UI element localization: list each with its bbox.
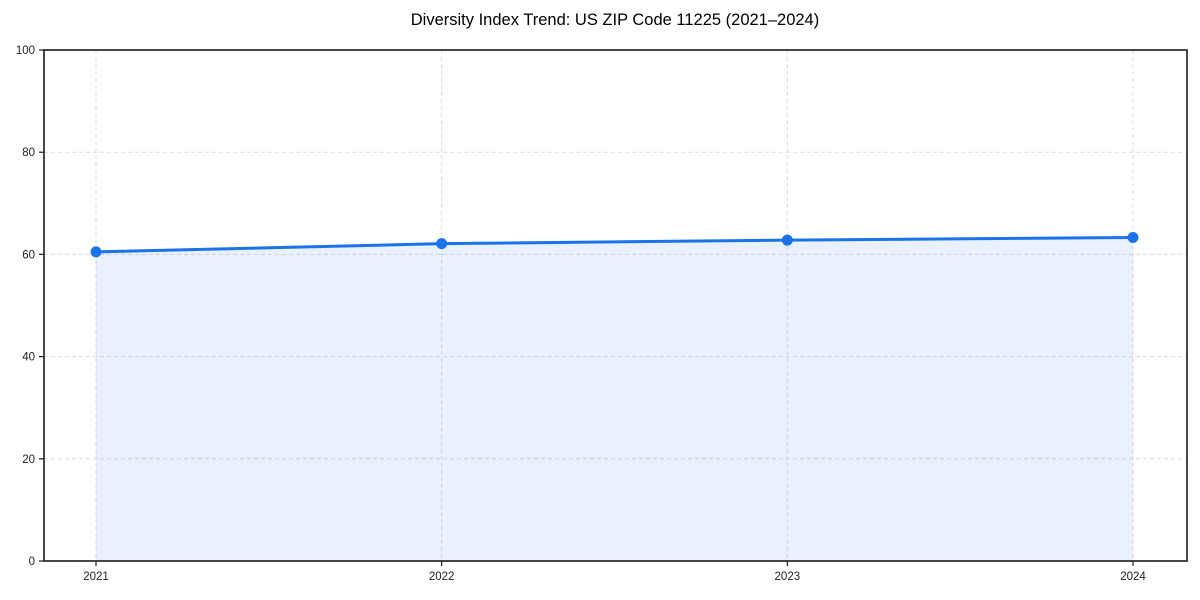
x-tick-label: 2023	[775, 571, 801, 583]
plot-area: 0 20 40 60 80 100 2021 2022 2023 2024	[16, 45, 1188, 583]
trend-line	[94, 236, 1135, 254]
area-fill	[96, 237, 1133, 562]
axis-spines	[43, 49, 1188, 562]
y-tick-label: 40	[22, 352, 35, 364]
y-tick-label: 60	[22, 249, 35, 261]
x-tick-label: 2021	[83, 571, 109, 583]
x-tick-label: 2022	[429, 571, 455, 583]
y-tick-label: 100	[16, 45, 35, 57]
data-point-2022	[436, 238, 448, 250]
y-tick-label: 20	[22, 454, 35, 466]
data-point-2024	[1127, 232, 1139, 244]
data-point-2023	[781, 234, 793, 246]
y-tick-label: 0	[29, 556, 35, 568]
data-point-2021	[90, 246, 102, 258]
x-tick-label: 2024	[1120, 571, 1146, 583]
chart-title: Diversity Index Trend: US ZIP Code 11225…	[411, 11, 819, 29]
y-tick-label: 80	[22, 147, 35, 159]
